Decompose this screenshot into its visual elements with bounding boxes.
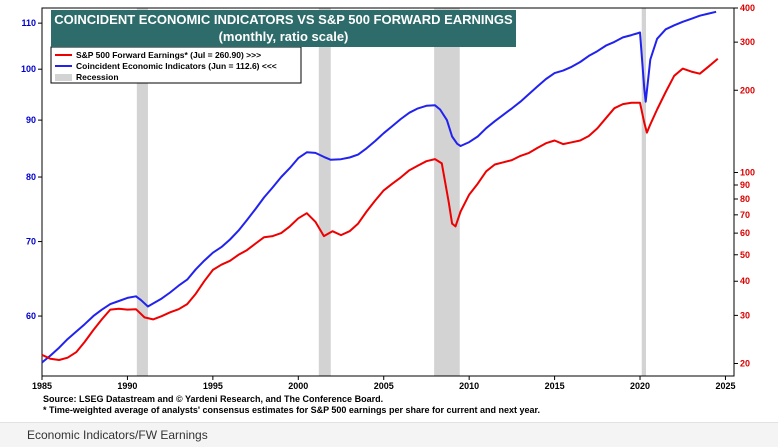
right-tick-label-80: 80 [740, 194, 750, 204]
right-tick-label-200: 200 [740, 85, 755, 95]
x-tick-label-2005: 2005 [374, 381, 394, 391]
x-tick-label-2010: 2010 [459, 381, 479, 391]
x-tick-label-1990: 1990 [117, 381, 137, 391]
caption-bar: Economic Indicators/FW Earnings [0, 422, 778, 447]
left-tick-label-60: 60 [26, 311, 36, 321]
right-tick-label-20: 20 [740, 358, 750, 368]
recession-band-0 [136, 8, 148, 376]
right-tick-label-30: 30 [740, 310, 750, 320]
right-tick-label-60: 60 [740, 228, 750, 238]
x-tick-label-1985: 1985 [32, 381, 52, 391]
left-tick-label-110: 110 [21, 18, 36, 28]
legend-swatch-2 [55, 74, 72, 81]
series-line-1 [41, 57, 719, 361]
x-tick-label-2025: 2025 [715, 381, 735, 391]
left-tick-label-100: 100 [21, 64, 36, 74]
x-tick-label-2015: 2015 [545, 381, 565, 391]
caption-text: Economic Indicators/FW Earnings [27, 428, 208, 442]
left-tick-label-70: 70 [26, 237, 36, 247]
right-tick-label-100: 100 [740, 168, 755, 178]
chart-title: COINCIDENT ECONOMIC INDICATORS VS S&P 50… [54, 12, 513, 27]
left-tick-label-90: 90 [26, 115, 36, 125]
right-tick-label-70: 70 [740, 210, 750, 220]
source-note: Source: LSEG Datastream and © Yardeni Re… [43, 394, 540, 416]
source-text: Source: LSEG Datastream and © Yardeni Re… [43, 394, 384, 404]
chart: 60 70 80 90 100 110 20 30 40 50 60 70 80 90 100 200 300… [21, 3, 755, 416]
chart-title-box: COINCIDENT ECONOMIC INDICATORS VS S&P 50… [51, 10, 516, 47]
right-tick-label-50: 50 [740, 250, 750, 260]
recession-band-1 [318, 8, 331, 376]
plot-frame [41, 7, 735, 377]
x-tick-label-2020: 2020 [630, 381, 650, 391]
chart-svg: 60 70 80 90 100 110 20 30 40 50 60 70 80 90 100 200 300… [21, 3, 755, 391]
legend-box [50, 46, 302, 84]
right-tick-label-400: 400 [740, 3, 755, 13]
footnote-text: * Time-weighted average of analysts' con… [43, 405, 540, 415]
legend-label-0: S&P 500 Forward Earnings* (Jul = 260.90)… [76, 50, 261, 60]
chart-subtitle: (monthly, ratio scale) [218, 29, 349, 44]
x-tick-label-1995: 1995 [203, 381, 223, 391]
legend-label-1: Coincident Economic Indicators (Jun = 11… [76, 61, 277, 71]
x-tick-label-2000: 2000 [288, 381, 308, 391]
left-tick-label-80: 80 [26, 172, 36, 182]
right-tick-label-40: 40 [740, 276, 750, 286]
legend-label-2: Recession [76, 72, 119, 82]
recession-band-3 [641, 8, 647, 376]
series-line-0 [41, 10, 717, 364]
right-tick-label-300: 300 [740, 37, 755, 47]
right-tick-label-90: 90 [740, 180, 750, 190]
